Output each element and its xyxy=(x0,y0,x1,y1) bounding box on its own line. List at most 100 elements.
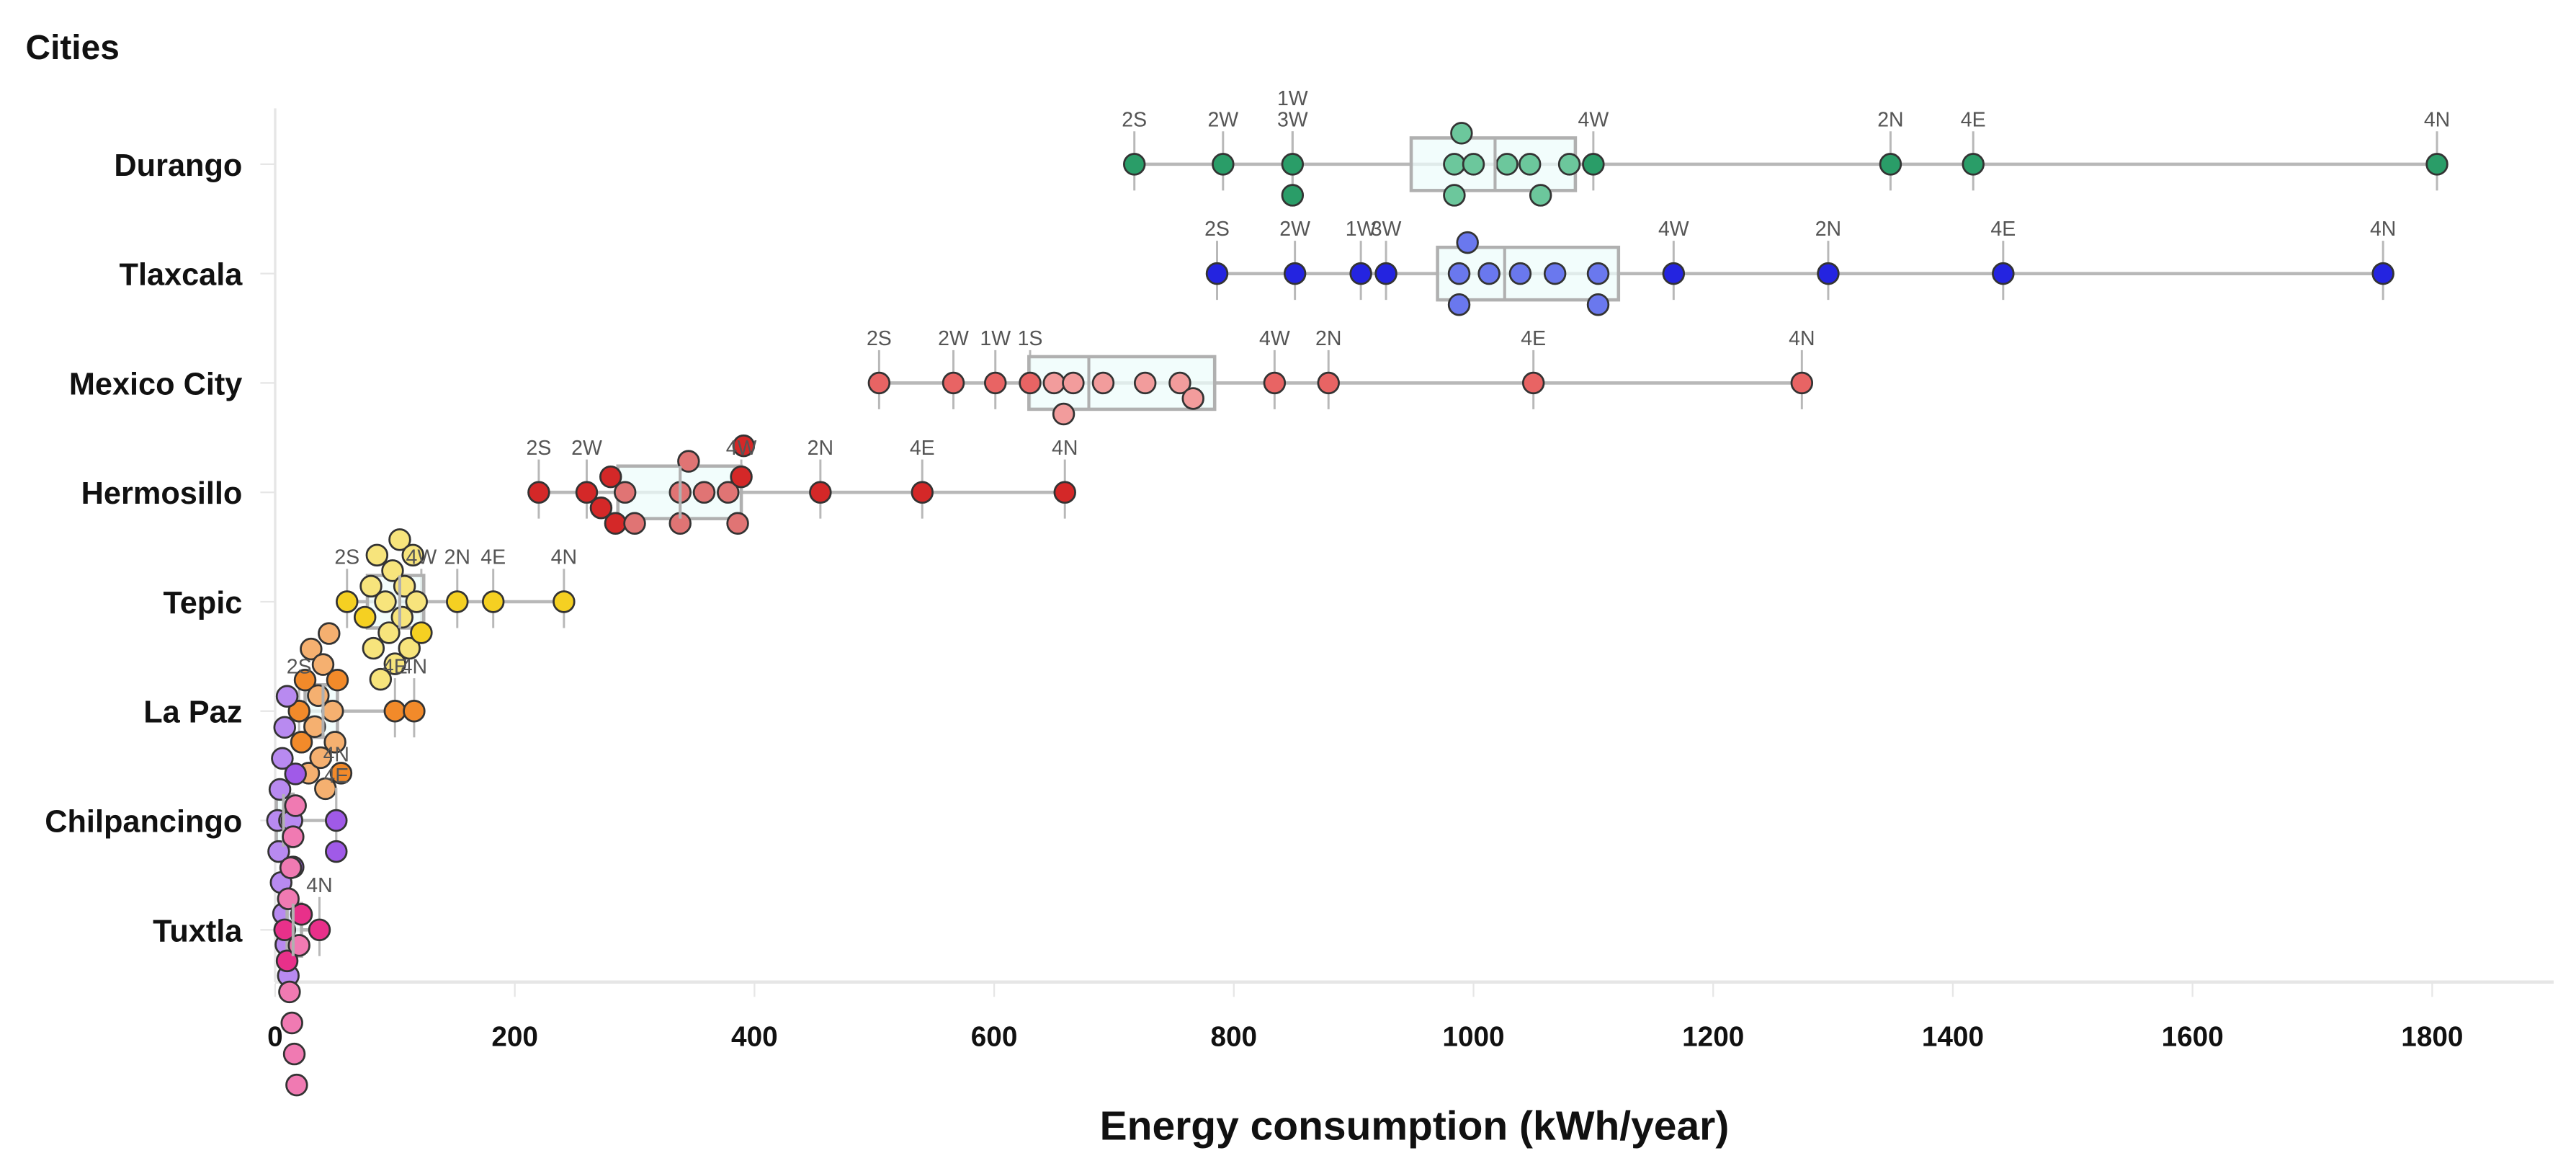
data-point xyxy=(323,731,346,754)
data-point xyxy=(311,653,335,676)
x-tick-label: 200 xyxy=(491,1022,538,1053)
x-axis-ticks: 0 200 400 600 800 1000 1200 1400 1600 1800 xyxy=(267,984,2463,1053)
point-label: 2N xyxy=(808,437,833,460)
data-point xyxy=(326,668,349,692)
data-point xyxy=(290,903,313,926)
data-point xyxy=(388,528,411,551)
data-point xyxy=(1447,293,1471,316)
data-point xyxy=(383,700,407,723)
data-point xyxy=(1662,262,1686,285)
data-point xyxy=(604,512,627,535)
box-iqr xyxy=(1409,136,1578,192)
y-tick-label: La Paz xyxy=(143,695,242,730)
point-label: 4E xyxy=(480,546,506,569)
point-label: 4N xyxy=(551,546,577,569)
data-point xyxy=(278,980,301,1004)
data-point xyxy=(1349,262,1372,285)
point-label: 1W xyxy=(1346,218,1377,241)
x-axis-label: Energy consumption (kWh/year) xyxy=(1100,1103,1730,1149)
data-point xyxy=(293,668,317,692)
point-label: 4E xyxy=(1990,218,2016,241)
data-point xyxy=(290,731,313,754)
data-point xyxy=(383,652,407,675)
data-point xyxy=(1879,153,1902,176)
point-label: 4N xyxy=(1789,327,1815,350)
point-label: 4N xyxy=(1052,437,1078,460)
y-tick-label: Chilpancingo xyxy=(45,804,242,839)
data-point xyxy=(303,715,326,739)
point-label: 2S xyxy=(334,546,359,569)
point-label: 4N xyxy=(2370,218,2396,241)
data-point xyxy=(1019,371,1042,395)
point-label: 2N xyxy=(1315,327,1341,350)
data-point xyxy=(268,778,292,801)
data-point xyxy=(1181,387,1204,410)
point-label: 4E xyxy=(910,437,935,460)
data-point xyxy=(1205,262,1229,285)
data-point xyxy=(1962,153,1985,176)
data-point xyxy=(1263,371,1287,395)
data-point xyxy=(1443,153,1466,176)
data-point xyxy=(527,481,550,504)
data-point xyxy=(1557,153,1581,176)
data-point xyxy=(942,371,965,395)
data-point xyxy=(1052,402,1075,426)
data-point xyxy=(284,794,307,817)
data-point xyxy=(300,637,323,661)
data-point xyxy=(279,856,303,879)
point-label: 4E xyxy=(1961,108,1986,131)
data-point xyxy=(410,621,433,644)
data-point xyxy=(282,825,305,848)
data-point xyxy=(271,747,294,770)
point-label: 1S xyxy=(1018,327,1043,350)
data-point xyxy=(374,590,397,613)
data-point xyxy=(321,700,344,723)
point-label: 2S xyxy=(527,437,552,460)
data-point xyxy=(1477,262,1501,285)
data-point xyxy=(273,716,296,739)
data-point xyxy=(403,700,426,723)
data-point xyxy=(911,481,934,504)
x-tick-label: 1600 xyxy=(2162,1022,2224,1053)
x-tick-label: 600 xyxy=(971,1022,1018,1053)
data-point xyxy=(398,636,421,660)
point-label: 4E xyxy=(1521,327,1546,350)
data-point xyxy=(677,450,700,473)
data-point xyxy=(280,1011,303,1035)
data-point xyxy=(1586,262,1610,285)
data-point xyxy=(365,543,389,567)
data-point xyxy=(717,481,740,504)
point-label: 4W xyxy=(1259,327,1290,350)
data-point xyxy=(284,762,307,786)
data-point xyxy=(325,840,348,863)
data-point xyxy=(1543,262,1567,285)
data-point xyxy=(1283,262,1307,285)
data-point xyxy=(809,481,832,504)
data-point xyxy=(405,590,428,613)
y-tick-label: Tuxtla xyxy=(153,914,243,948)
data-point xyxy=(1521,371,1545,395)
data-point xyxy=(1062,371,1085,395)
x-tick-label: 0 xyxy=(267,1022,283,1053)
y-tick-label: Durango xyxy=(114,148,242,183)
point-label: 4W xyxy=(1658,218,1689,241)
data-point xyxy=(1317,371,1340,395)
data-point xyxy=(1122,153,1146,176)
data-point xyxy=(575,481,599,504)
data-point xyxy=(275,685,299,708)
data-point xyxy=(732,434,756,458)
point-label: 2N xyxy=(444,546,470,569)
data-point xyxy=(1992,262,2015,285)
data-point xyxy=(359,574,383,598)
data-point xyxy=(401,543,424,567)
city-row-hermosillo: Hermosillo 2S 2W 4W 2N 4E 4N xyxy=(81,434,1078,535)
data-point xyxy=(446,590,469,613)
point-label: 4N xyxy=(323,743,349,766)
point-label: 1W xyxy=(1277,87,1308,110)
data-point xyxy=(1582,153,1605,176)
data-point xyxy=(1281,153,1305,176)
